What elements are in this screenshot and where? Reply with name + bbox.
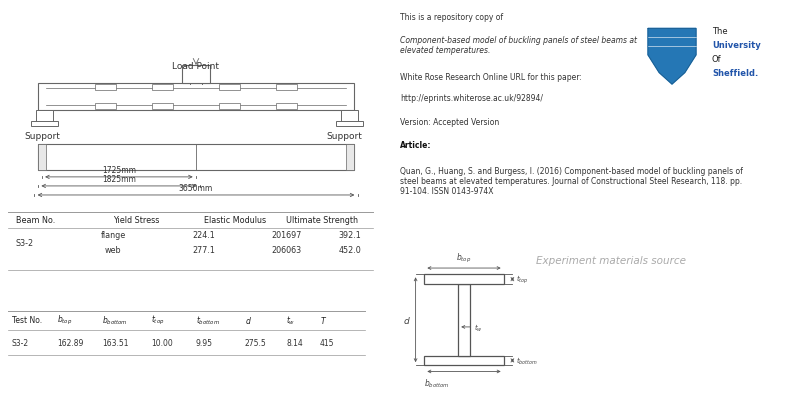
Text: $t_{bottom}$: $t_{bottom}$	[196, 314, 220, 326]
Text: Yield Stress: Yield Stress	[114, 215, 160, 224]
Text: The: The	[712, 26, 728, 36]
Bar	[95, 85, 116, 91]
Text: $t_w$: $t_w$	[286, 314, 296, 326]
Text: 392.1: 392.1	[338, 230, 362, 239]
Text: $t_{top}$: $t_{top}$	[151, 314, 164, 327]
Text: S3-2: S3-2	[12, 338, 29, 347]
Text: $d$: $d$	[402, 314, 410, 326]
Bar	[38, 84, 354, 110]
Text: Quan, G., Huang, S. and Burgess, I. (2016) Component-based model of buckling pan: Quan, G., Huang, S. and Burgess, I. (201…	[400, 166, 743, 196]
Text: Support: Support	[326, 132, 362, 140]
Bar	[276, 85, 297, 91]
Bar	[458, 284, 470, 356]
Bar	[341, 110, 358, 122]
Text: Support: Support	[24, 132, 60, 140]
Text: 275.5: 275.5	[245, 338, 266, 347]
Bar	[219, 103, 240, 109]
Text: 206063: 206063	[271, 245, 302, 255]
Text: Sheffield.: Sheffield.	[712, 69, 758, 78]
Text: web: web	[105, 245, 122, 255]
Text: 162.89: 162.89	[57, 338, 83, 347]
Text: $b_{top}$: $b_{top}$	[57, 314, 72, 327]
Bar	[219, 85, 240, 91]
Text: Load Point: Load Point	[173, 62, 219, 71]
Text: 224.1: 224.1	[192, 230, 215, 239]
Text: Version: Accepted Version: Version: Accepted Version	[400, 117, 499, 126]
Text: $b_{bottom}$: $b_{bottom}$	[102, 314, 128, 326]
Text: S3-2: S3-2	[15, 238, 34, 247]
Polygon shape	[648, 29, 696, 85]
Text: $T$: $T$	[320, 315, 327, 326]
Text: Ultimate Strength: Ultimate Strength	[286, 215, 358, 224]
Text: This is a repository copy of: This is a repository copy of	[400, 13, 506, 22]
Text: http://eprints.whiterose.ac.uk/92894/: http://eprints.whiterose.ac.uk/92894/	[400, 94, 543, 103]
Bar	[95, 103, 116, 109]
Bar	[31, 122, 58, 126]
Bar	[346, 144, 354, 170]
Text: Component-based model of buckling panels of steel beams at
elevated temperatures: Component-based model of buckling panels…	[400, 36, 637, 55]
Text: Beam No.: Beam No.	[15, 215, 54, 224]
Bar	[38, 144, 354, 170]
Text: $b_{top}$: $b_{top}$	[456, 251, 472, 264]
Text: $d$: $d$	[245, 315, 252, 326]
Text: 3650mm: 3650mm	[179, 184, 213, 192]
Text: flange: flange	[101, 230, 126, 239]
Text: 163.51: 163.51	[102, 338, 129, 347]
Text: University: University	[712, 41, 761, 50]
Bar	[38, 144, 46, 170]
Text: $t_w$: $t_w$	[474, 322, 483, 333]
Text: 8.14: 8.14	[286, 338, 303, 347]
Text: $b_{bottom}$: $b_{bottom}$	[424, 377, 450, 389]
Text: $t_{bottom}$: $t_{bottom}$	[516, 355, 538, 366]
Bar	[36, 110, 53, 122]
Text: 9.95: 9.95	[196, 338, 213, 347]
Text: White Rose Research Online URL for this paper:: White Rose Research Online URL for this …	[400, 73, 582, 82]
Text: 277.1: 277.1	[192, 245, 215, 255]
Text: 452.0: 452.0	[338, 245, 362, 255]
Text: Article:: Article:	[400, 141, 431, 150]
Bar	[152, 85, 173, 91]
Text: $t_{top}$: $t_{top}$	[516, 273, 529, 286]
Text: 1725mm: 1725mm	[102, 166, 136, 174]
Bar	[276, 103, 297, 109]
Bar	[424, 275, 504, 284]
Text: Of: Of	[712, 55, 722, 64]
Text: 415: 415	[320, 338, 334, 347]
Text: Elastic Modulus: Elastic Modulus	[203, 215, 266, 224]
Bar	[336, 122, 362, 126]
Text: 10.00: 10.00	[151, 338, 173, 347]
Text: 1825mm: 1825mm	[102, 174, 136, 184]
Text: Test No.: Test No.	[12, 316, 42, 324]
Text: 201697: 201697	[271, 230, 302, 239]
Text: Experiment materials source: Experiment materials source	[536, 256, 686, 265]
Bar	[152, 103, 173, 109]
Bar	[182, 66, 210, 84]
Bar	[424, 356, 504, 365]
